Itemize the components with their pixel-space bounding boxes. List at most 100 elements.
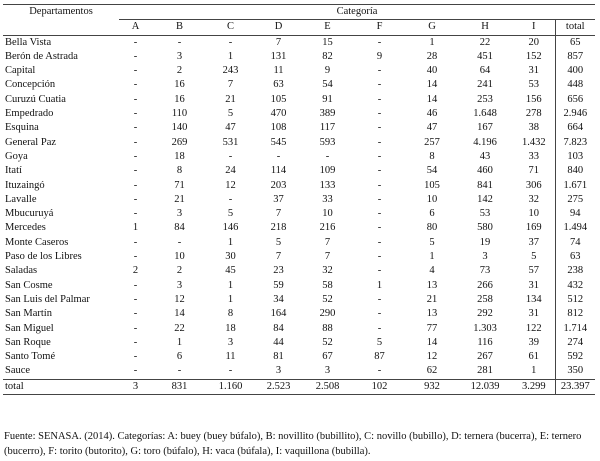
table-cell: 3 <box>324 365 331 377</box>
table-cell: 3 <box>275 365 282 377</box>
table-cell: 3.299 <box>521 380 546 392</box>
table-cell: 243 <box>222 65 239 77</box>
table-cell: 63 <box>273 79 284 91</box>
table-row: Itatí - 8 24 114 109 - 54 460 71 840 <box>3 164 595 179</box>
table-cell: 82 <box>322 50 333 62</box>
table-cell: 74 <box>554 235 595 251</box>
table-row: Goya - 18 - - - - 8 43 33 103 <box>3 149 595 165</box>
row-name: Bella Vista <box>5 36 52 48</box>
table-cell: 140 <box>171 122 188 134</box>
table-cell: 67 <box>322 351 333 363</box>
table-row: San Martín - 14 8 164 290 - 13 292 31 812 <box>3 307 595 322</box>
table-cell: - <box>133 236 138 248</box>
table-cell: 831 <box>171 380 188 392</box>
table-cell: 241 <box>477 79 493 91</box>
row-name: Mercedes <box>5 222 46 234</box>
table-cell: 31 <box>528 279 540 291</box>
table-cell: 7 <box>275 251 282 263</box>
table-cell: 5 <box>429 236 435 248</box>
table-row: Berón de Astrada - 3 1 131 82 9 28 451 152 857 <box>3 49 595 65</box>
table-cell: - <box>177 236 182 248</box>
table-cell: 71 <box>174 179 185 191</box>
table-cell: - <box>133 308 138 320</box>
row-name: Curuzú Cuatia <box>5 93 66 105</box>
table-cell: 108 <box>270 122 287 134</box>
table-cell: 16 <box>174 93 185 105</box>
table-cell: 64 <box>479 65 491 77</box>
row-name: Santo Tomé <box>5 351 56 363</box>
table-cell: 10 <box>426 193 438 205</box>
table-cell: 122 <box>525 322 542 334</box>
table-header-row: Departamentos Categoría <box>3 4 595 21</box>
source-footnote: Fuente: SENASA. (2014). Categorías: A: b… <box>4 431 582 457</box>
row-name: Paso de los Libres <box>5 251 82 263</box>
table-cell: 114 <box>270 165 287 177</box>
row-name: Esquina <box>5 122 39 134</box>
table-cell: 451 <box>477 50 493 62</box>
table-row: Mercedes 1 84 146 218 216 - 80 580 169 1.494 <box>3 221 595 236</box>
table-cell: - <box>133 93 138 105</box>
table-cell: 164 <box>270 308 287 320</box>
row-name: Concepción <box>5 79 56 91</box>
table-row: Paso de los Libres - 10 30 7 7 - 1 3 5 63 <box>3 250 595 265</box>
table-cell: 116 <box>477 336 493 348</box>
table-cell: 3 <box>176 50 183 62</box>
table-cell: 1.714 <box>554 321 595 336</box>
table-cell: - <box>133 293 138 305</box>
table-cell: - <box>133 108 138 120</box>
table-cell: 146 <box>222 222 239 234</box>
table-cell: - <box>377 36 382 48</box>
table-cell: 13 <box>426 308 438 320</box>
table-cell: 1 <box>531 365 537 377</box>
table-cell: - <box>276 150 281 162</box>
table-cell: - <box>377 251 382 263</box>
table-cell: - <box>377 150 382 162</box>
table-cell: 1 <box>227 279 234 291</box>
table-row: Santo Tomé - 6 11 81 67 87 12 267 61 592 <box>3 350 595 365</box>
table-cell: 267 <box>477 351 493 363</box>
table-cell: 12.039 <box>470 380 500 392</box>
table-cell: 10 <box>528 208 540 220</box>
table-cell: 7 <box>275 36 282 48</box>
table-cell: 3 <box>227 336 234 348</box>
row-name: San Cosme <box>5 279 53 291</box>
column-header: H <box>481 21 489 33</box>
table-cell: 32 <box>322 265 333 277</box>
table-cell: 11 <box>225 351 236 363</box>
table-cell: 812 <box>554 307 595 322</box>
table-cell: 23.397 <box>554 379 595 395</box>
row-name: Ituzaingó <box>5 179 45 191</box>
table-cell: 5 <box>227 108 234 120</box>
table-cell: - <box>228 150 233 162</box>
table-row: Empedrado - 110 5 470 389 - 46 1.648 278 2.946 <box>3 107 595 122</box>
table-cell: - <box>133 50 138 62</box>
table-cell: 290 <box>319 308 336 320</box>
total-row: total 3 831 1.160 2.523 2.508 102 932 12.039 3.29… <box>3 379 595 395</box>
table-cell: 14 <box>426 79 438 91</box>
table-row: Saladas 2 2 45 23 32 - 4 73 57 238 <box>3 264 595 279</box>
column-header: G <box>428 21 436 33</box>
table-cell: 216 <box>319 222 336 234</box>
table-cell: 18 <box>174 150 185 162</box>
table-cell: 10 <box>174 251 185 263</box>
table-cell: 152 <box>525 50 542 62</box>
table-cell: - <box>377 79 382 91</box>
table-cell: 31 <box>528 65 540 77</box>
table-cell: 1.303 <box>473 322 497 334</box>
table-cell: 1 <box>227 293 234 305</box>
table-cell: 47 <box>426 122 438 134</box>
table-cell: 292 <box>477 308 493 320</box>
table-cell: 258 <box>477 293 493 305</box>
table-cell: 1 <box>227 50 234 62</box>
table-cell: 2 <box>176 265 183 277</box>
row-name: Sauce <box>5 365 31 377</box>
table-cell: 57 <box>528 265 540 277</box>
column-header: F <box>376 21 383 33</box>
table-cell: 545 <box>270 136 287 148</box>
table-cell: 275 <box>554 192 595 208</box>
table-cell: - <box>377 308 382 320</box>
table-cell: - <box>377 265 382 277</box>
table-cell: 61 <box>528 351 540 363</box>
